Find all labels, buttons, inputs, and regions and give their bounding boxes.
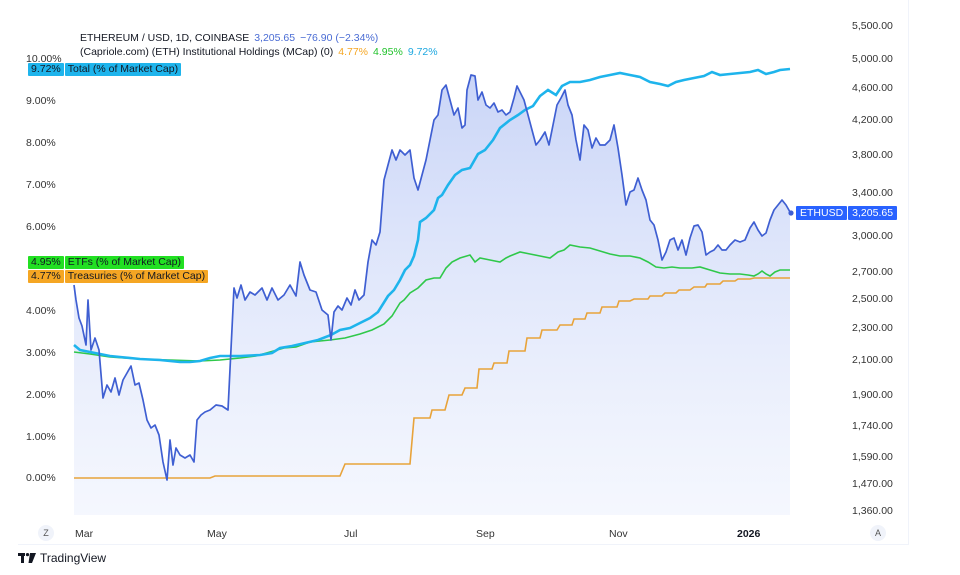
indicator-legend-row[interactable]: (Capriole.com) (ETH) Institutional Holdi… [80,45,438,59]
total-line [73,67,791,364]
left-axis-tick: 1.00% [26,431,56,443]
x-axis-tick: May [207,528,227,540]
x-axis-tick: Jul [344,528,358,540]
right-axis-tick: 2,700.00 [852,266,893,278]
left-axis-tick: 8.00% [26,137,56,149]
price-change: −76.90 (−2.34%) [300,32,379,44]
symbol-title: ETHEREUM / USD, 1D, COINBASE [80,32,250,44]
left-axis-tick: 9.00% [26,95,56,107]
left-axis-tick: 6.00% [26,221,56,233]
zoom-toggle-button[interactable]: Z [38,525,54,541]
indicator-value-total: 9.72% [407,46,438,58]
total-tag-label: Total (% of Market Cap) [64,63,182,76]
right-axis-tick: 3,800.00 [852,149,893,161]
last-price: 3,205.65 [254,32,296,44]
right-axis-tick: 4,600.00 [852,82,893,94]
right-axis-tick: 1,360.00 [852,505,893,517]
chart-legend: ETHEREUM / USD, 1D, COINBASE 3,205.65 −7… [80,31,438,59]
right-axis-tick: 1,590.00 [852,451,893,463]
ethusd-last-point [788,210,794,216]
price-tag-symbol: ETHUSD [796,206,848,220]
left-axis-tick: 7.00% [26,179,56,191]
brand-name: TradingView [40,551,107,565]
right-axis-tick: 1,470.00 [852,478,893,490]
treasuries-series-tag: 4.77% Treasuries (% of Market Cap) [28,270,209,283]
right-axis-tick: 2,500.00 [852,293,893,305]
ethusd-price-tag: ETHUSD 3,205.65 [796,206,898,220]
total-series-tag: 9.72% Total (% of Market Cap) [28,63,182,76]
right-axis-tick: 5,000.00 [852,53,893,65]
indicator-value-etfs: 4.95% [373,46,403,58]
auto-scale-button[interactable]: A [870,525,886,541]
right-axis-tick: 2,100.00 [852,354,893,366]
right-axis-tick: 1,740.00 [852,420,893,432]
right-axis-tick: 2,300.00 [852,322,893,334]
x-axis-tick: Sep [476,528,495,540]
x-axis-tick-year: 2026 [737,528,761,540]
right-axis-tick: 1,900.00 [852,389,893,401]
indicator-value-treasuries: 4.77% [338,46,369,58]
symbol-legend-row[interactable]: ETHEREUM / USD, 1D, COINBASE 3,205.65 −7… [80,31,438,45]
price-tag-value: 3,205.65 [848,206,898,220]
right-axis-tick: 3,000.00 [852,230,893,242]
left-axis-tick: 4.00% [26,305,56,317]
ethusd-area-fill [74,75,790,515]
x-axis-tick: Mar [75,528,94,540]
etfs-tag-label: ETFs (% of Market Cap) [64,256,184,269]
treasuries-tag-value: 4.77% [28,270,64,283]
etfs-tag-value: 4.95% [28,256,64,269]
tradingview-brand[interactable]: TradingView [18,551,106,565]
etfs-series-tag: 4.95% ETFs (% of Market Cap) [28,256,184,269]
right-axis-tick: 5,500.00 [852,20,893,32]
right-axis-tick: 4,200.00 [852,114,893,126]
treasuries-line [74,277,790,479]
left-axis-tick: 3.00% [26,347,56,359]
left-axis-tick: 2.00% [26,389,56,401]
tradingview-logo-icon [18,553,36,563]
left-axis-tick: 10.00% [26,53,62,65]
left-axis-tick: 0.00% [26,472,56,484]
x-axis-tick: Nov [609,528,628,540]
indicator-title: (Capriole.com) (ETH) Institutional Holdi… [80,46,334,58]
treasuries-tag-label: Treasuries (% of Market Cap) [64,270,209,283]
total-tag-value: 9.72% [28,63,64,76]
right-axis-tick: 3,400.00 [852,187,893,199]
ethusd-line [73,74,791,481]
